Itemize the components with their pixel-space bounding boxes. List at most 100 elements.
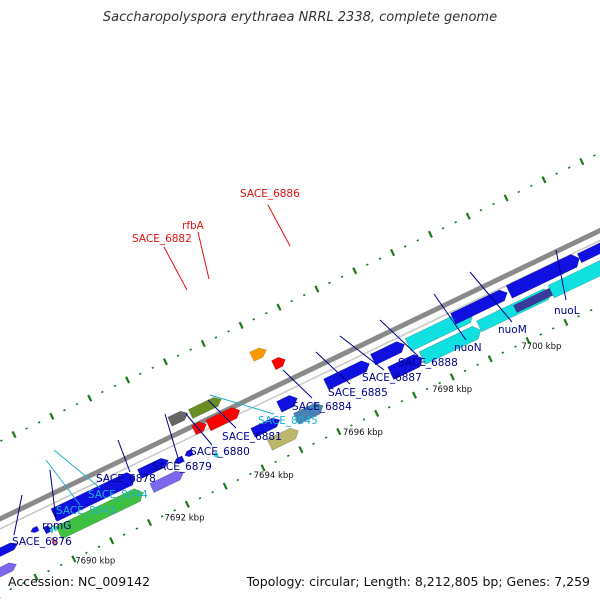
- inner-tick-mark: [324, 436, 328, 439]
- gene-leader-line: [163, 246, 188, 291]
- outer-tick-mark: [238, 321, 244, 329]
- gene-feature: [271, 356, 286, 371]
- gene-feature: [48, 526, 54, 534]
- outer-tick-mark: [49, 412, 55, 420]
- outer-tick-mark: [593, 154, 596, 157]
- outer-tick-mark: [378, 257, 382, 260]
- outer-tick-mark: [314, 285, 320, 293]
- gene-feature: [167, 410, 189, 427]
- outer-tick-mark: [541, 176, 547, 184]
- gene-leader-line: [53, 449, 101, 489]
- gene-label: SACE_6886: [240, 188, 300, 200]
- outer-tick-mark: [265, 312, 268, 315]
- outer-tick-mark: [427, 230, 433, 238]
- outer-tick-mark: [87, 394, 93, 402]
- gene-feature: [137, 457, 169, 479]
- gene-feature: [418, 325, 482, 365]
- gene-label: SACE_6884: [292, 401, 352, 413]
- inner-tick-mark: [411, 391, 417, 399]
- gene-feature: [266, 427, 299, 451]
- inner-tick-mark: [298, 446, 304, 454]
- inner-tick-mark: [9, 588, 13, 591]
- kbp-tick-label: 7696 kbp: [343, 428, 383, 438]
- leader-layer: [13, 204, 567, 536]
- gene-feature: [249, 347, 267, 362]
- outer-tick-mark: [101, 390, 104, 394]
- gene-feature: [250, 417, 281, 438]
- gene-leader-line: [469, 271, 513, 323]
- inner-tick-mark: [286, 454, 290, 457]
- gene-feature: [323, 360, 370, 391]
- outer-tick-mark: [276, 303, 282, 311]
- inner-tick-mark: [400, 400, 404, 403]
- gene-feature: [505, 254, 580, 299]
- gene-leader-line: [339, 335, 385, 371]
- inner-tick-mark: [563, 318, 569, 326]
- outer-tick-mark: [227, 330, 230, 333]
- inner-tick-mark: [425, 387, 429, 391]
- inner-tick-mark: [274, 460, 278, 464]
- inner-tick-mark: [97, 545, 101, 548]
- outer-tick-mark: [365, 263, 369, 266]
- inner-tick-mark: [350, 424, 353, 427]
- inner-tick-mark: [589, 309, 593, 312]
- outer-tick-mark: [352, 267, 358, 275]
- outer-tick-mark: [416, 239, 420, 242]
- gene-label: SACE_6881: [222, 431, 282, 443]
- gene-feature: [188, 397, 222, 419]
- outer-tick-mark: [579, 157, 585, 166]
- gene-leader-line: [379, 319, 419, 357]
- outer-tick-mark: [189, 348, 193, 351]
- gene-feature: [387, 354, 423, 381]
- outer-tick-mark: [454, 221, 457, 224]
- inner-tick-mark: [501, 351, 505, 354]
- outer-tick-mark: [63, 409, 66, 412]
- map-title: Saccharopolyspora erythraea NRRL 2338, c…: [102, 10, 498, 25]
- outer-tick-mark: [390, 248, 396, 257]
- gene-label: SACE_6880: [190, 446, 250, 458]
- inner-tick-mark: [487, 355, 493, 363]
- kbp-tick-label: 7698 kbp: [432, 385, 472, 395]
- inner-tick-mark: [374, 409, 380, 417]
- outer-tick-mark: [530, 184, 533, 188]
- gene-feature: [30, 525, 40, 534]
- inner-tick-mark: [449, 373, 455, 381]
- gene-feature: [205, 407, 241, 432]
- gene-leader-line: [49, 469, 57, 521]
- inner-tick-mark: [260, 464, 266, 472]
- inner-tick-mark: [184, 500, 190, 508]
- outer-tick-mark: [517, 190, 521, 194]
- gene-label: nuoN: [454, 342, 482, 354]
- inner-tick-mark: [109, 537, 115, 545]
- inner-tick-mark: [33, 573, 39, 581]
- backbone-line: [0, 227, 600, 522]
- inner-tick-mark: [236, 478, 240, 482]
- inner-tick-mark: [551, 327, 555, 330]
- gene-label: rfbA: [182, 220, 205, 232]
- gene-label: SACE_6876: [12, 536, 72, 548]
- gene-feature: [50, 537, 57, 547]
- gene-label: SACE_6878: [96, 473, 156, 485]
- feature-layer: [0, 242, 600, 578]
- gene-leader-line: [164, 413, 179, 459]
- gene-leader-line: [433, 293, 467, 341]
- gene-leader-line: [13, 494, 23, 536]
- summary-text: Topology: circular; Length: 8,212,805 bp…: [246, 574, 590, 589]
- inner-tick-mark: [438, 381, 442, 385]
- inner-tick-mark: [47, 569, 50, 573]
- outer-tick-mark: [555, 172, 558, 175]
- inner-tick-mark: [173, 509, 177, 512]
- outer-tick-mark: [113, 384, 117, 388]
- outer-tick-mark: [403, 245, 407, 248]
- gene-feature: [547, 260, 600, 299]
- outer-tick-mark: [567, 166, 571, 169]
- kbp-tick-label: 7694 kbp: [254, 471, 294, 481]
- outer-tick-mark: [492, 202, 495, 206]
- inner-tick-mark: [59, 563, 63, 567]
- gene-leader-line: [209, 394, 275, 415]
- outer-tick-mark: [25, 427, 28, 430]
- outer-tick-mark: [125, 376, 131, 384]
- gene-leader-line: [315, 351, 351, 385]
- inner-tick-mark: [336, 427, 342, 436]
